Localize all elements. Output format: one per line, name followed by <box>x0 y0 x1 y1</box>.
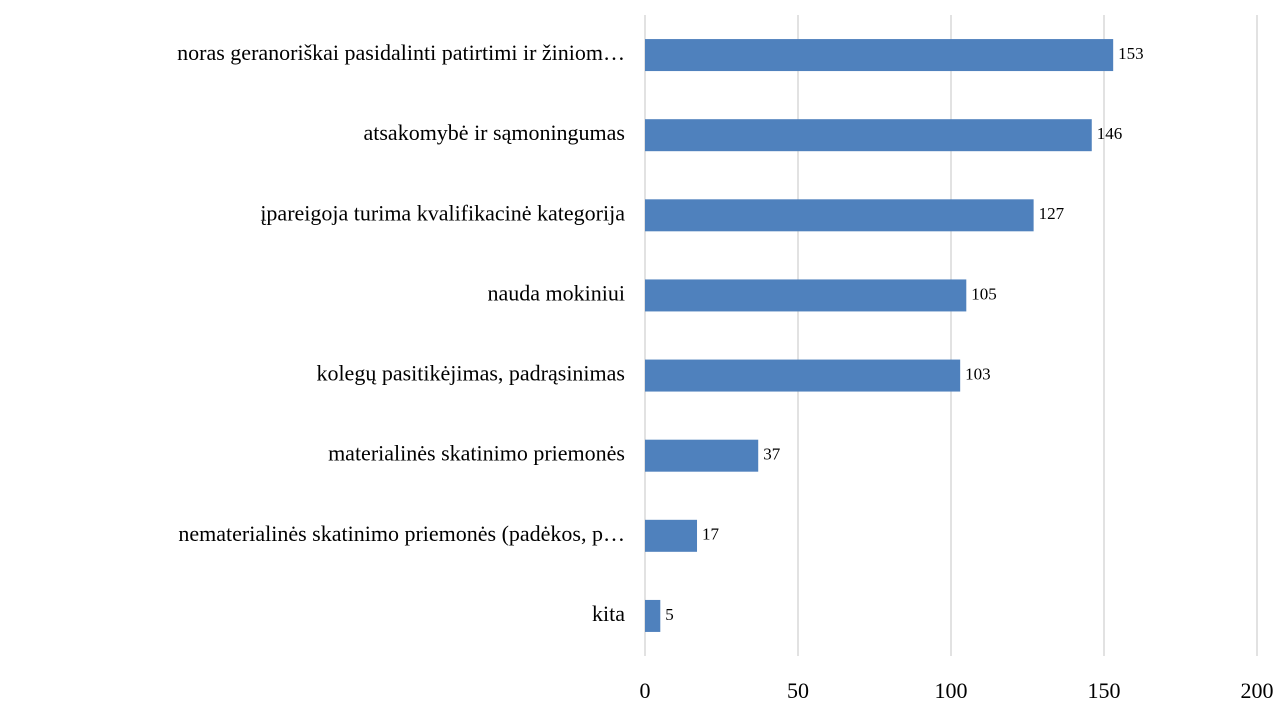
bar <box>645 39 1114 72</box>
y-tick-label: kita <box>592 601 625 626</box>
bar <box>645 519 698 552</box>
value-label: 37 <box>763 445 781 464</box>
y-tick-label: kolegų pasitikėjimas, padrąsinimas <box>316 361 625 386</box>
bar <box>645 279 967 312</box>
y-tick-label: noras geranoriškai pasidalinti patirtimi… <box>177 40 625 65</box>
bar <box>645 199 1034 232</box>
bar <box>645 119 1092 152</box>
value-label: 146 <box>1097 124 1123 143</box>
value-label: 105 <box>971 284 997 303</box>
value-label: 127 <box>1039 204 1065 223</box>
value-label: 153 <box>1118 44 1144 63</box>
x-tick-label: 0 <box>640 678 651 703</box>
value-label: 17 <box>702 525 720 544</box>
y-tick-label: įpareigoja turima kvalifikacinė kategori… <box>260 200 625 225</box>
bar <box>645 599 661 632</box>
y-tick-label: materialinės skatinimo priemonės <box>328 441 625 466</box>
y-tick-label: nauda mokiniui <box>488 280 625 305</box>
value-label: 103 <box>965 364 991 383</box>
x-tick-label: 100 <box>935 678 968 703</box>
x-tick-label: 150 <box>1088 678 1121 703</box>
x-tick-label: 50 <box>787 678 809 703</box>
value-label: 5 <box>665 605 674 624</box>
bar <box>645 359 961 392</box>
x-tick-label: 200 <box>1241 678 1274 703</box>
y-tick-label: atsakomybė ir sąmoningumas <box>363 120 625 145</box>
bar <box>645 439 759 472</box>
y-tick-label: nematerialinės skatinimo priemonės (padė… <box>178 521 625 546</box>
